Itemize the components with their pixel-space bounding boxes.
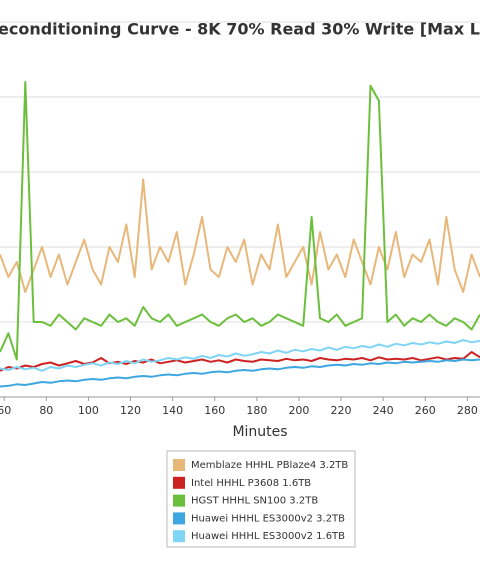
x-tick-label: 140 <box>162 404 183 417</box>
x-tick-label: 280 <box>457 404 478 417</box>
x-tick-label: 240 <box>373 404 394 417</box>
legend-label: Memblaze HHHL PBlaze4 3.2TB <box>191 460 348 471</box>
x-tick-label: 100 <box>78 404 99 417</box>
legend-swatch <box>173 512 185 525</box>
legend-box <box>166 450 356 548</box>
x-tick-label: 200 <box>288 404 309 417</box>
legend-label: HGST HHHL SN100 3.2TB <box>191 496 318 507</box>
x-tick-label: 120 <box>120 404 141 417</box>
x-tick-label: 60 <box>0 404 11 417</box>
series-line <box>0 81 480 361</box>
x-tick-label: 180 <box>246 404 267 417</box>
series-line <box>0 358 480 388</box>
x-tick-label: 220 <box>331 404 352 417</box>
legend-swatch <box>173 494 185 507</box>
series-line <box>0 351 480 372</box>
chart-title: econditioning Curve - 8K 70% Read 30% Wr… <box>0 20 480 39</box>
legend-label: Intel HHHL P3608 1.6TB <box>191 478 311 489</box>
series-line <box>0 178 480 293</box>
legend-swatch <box>173 530 185 543</box>
x-tick-label: 80 <box>39 404 53 417</box>
legend-label: Huawei HHHL ES3000v2 3.2TB <box>191 513 345 524</box>
x-axis-label: Minutes <box>232 424 287 440</box>
series-line <box>0 339 480 372</box>
legend-label: Huawei HHHL ES3000v2 1.6TB <box>191 531 345 542</box>
legend-swatch <box>173 459 185 471</box>
x-tick-label: 260 <box>415 404 436 417</box>
plot-area <box>0 81 480 388</box>
legend-swatch <box>173 476 185 489</box>
x-tick-label: 160 <box>204 404 225 417</box>
